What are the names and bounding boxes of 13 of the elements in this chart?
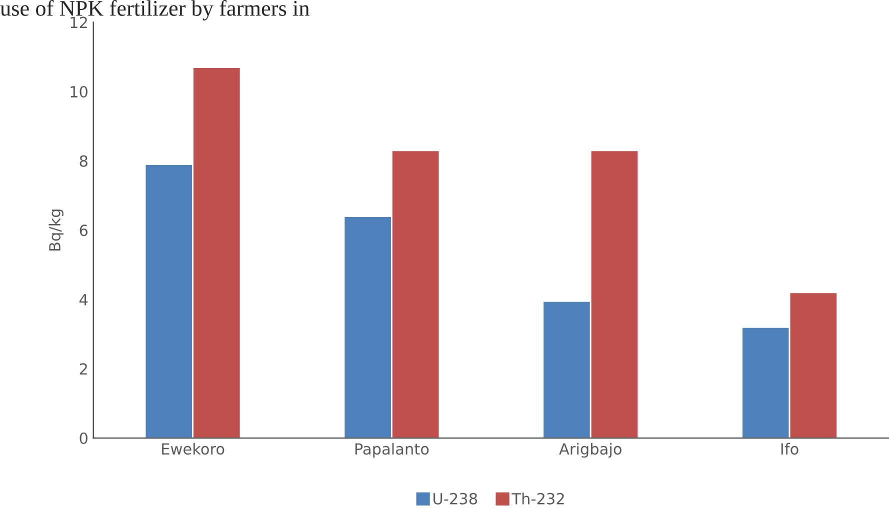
y-tick-label: 0 [80,432,88,444]
legend-label: Th-232 [512,492,564,504]
y-tick-label: 8 [80,155,88,167]
x-tick-label: Ewekoro [162,442,224,455]
x-tick-label: Ifo [781,442,798,455]
y-tick-label: 6 [80,224,88,236]
x-tick-label: Papalanto [355,442,429,458]
y-tick-label: 10 [70,86,88,98]
y-tick-label: 4 [80,294,88,306]
y-tick-label: 2 [80,363,87,375]
y-axis-title: Bq/kg [48,210,64,251]
x-tick-label: Arigbajo [559,442,622,458]
legend-label: U-238 [434,492,478,504]
